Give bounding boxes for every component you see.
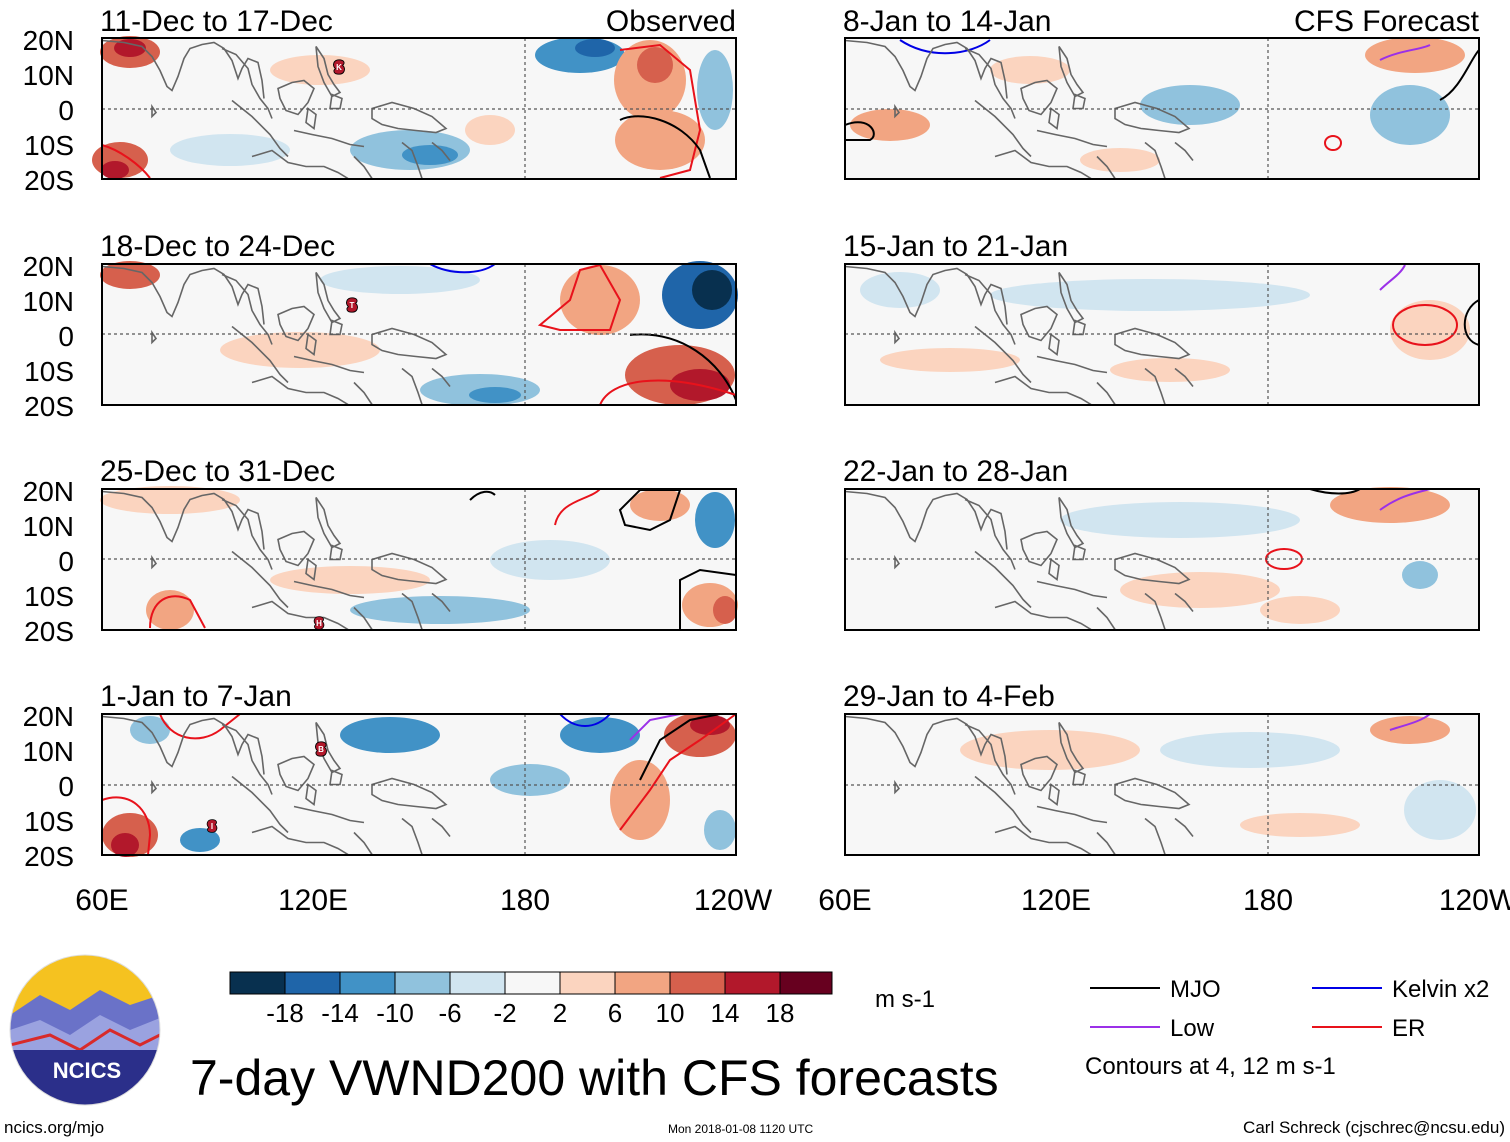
panel-right-1 [844, 37, 1480, 180]
figure-title: 7-day VWND200 with CFS forecasts [190, 1050, 999, 1106]
cyclone-letter: K [336, 63, 342, 72]
cyclone-letter: T [350, 301, 355, 310]
lat-label: 10N [23, 511, 74, 542]
panel-left-4-period: 1-Jan to 7-Jan [100, 680, 292, 713]
lat-label: 20S [24, 616, 74, 647]
legend-er-label: ER [1392, 1015, 1425, 1042]
latitude-axis: 20N 10N 0 10S 20S 20N 10N 0 10S 20S 20N … [23, 25, 74, 872]
lat-label: 0 [58, 321, 74, 352]
lat-label: 0 [58, 95, 74, 126]
lat-label: 20N [23, 25, 74, 56]
panel-right-2-period: 15-Jan to 21-Jan [843, 230, 1068, 263]
panel-left-3-period: 25-Dec to 31-Dec [100, 455, 335, 488]
ncics-logo: NCICS [9, 954, 161, 1106]
panel-right-2 [844, 263, 1480, 406]
lon-label: 60E [75, 884, 128, 917]
longitude-axis: 60E 120E 180 120W 60E 120E 180 120W [75, 884, 1510, 917]
panel-right-1-tag: CFS Forecast [1294, 5, 1480, 38]
colorbar-tick: -10 [376, 998, 414, 1028]
colorbar: -18 -14 -10 -6 -2 2 6 10 14 18 m s-1 [229, 971, 935, 1028]
lat-label: 20N [23, 251, 74, 282]
footer-author: Carl Schreck (cjschrec@ncsu.edu) [1243, 1118, 1505, 1137]
logo-text: NCICS [53, 1058, 121, 1083]
colorbar-tick: -6 [438, 998, 461, 1028]
cyclone-letter: B [318, 745, 324, 754]
lat-label: 10N [23, 286, 74, 317]
colorbar-tick: 18 [766, 998, 795, 1028]
colorbar-tick: -18 [266, 998, 304, 1028]
panel-right-3-period: 22-Jan to 28-Jan [843, 455, 1068, 488]
colorbar-tick: -2 [493, 998, 516, 1028]
colorbar-tick: 10 [656, 998, 685, 1028]
colorbar-tick: 2 [553, 998, 567, 1028]
lon-label: 60E [818, 884, 871, 917]
legend-mjo-label: MJO [1170, 976, 1221, 1003]
lat-label: 10N [23, 736, 74, 767]
legend-low-label: Low [1170, 1015, 1215, 1042]
panel-left-4 [101, 713, 737, 857]
lat-label: 20N [23, 476, 74, 507]
lon-label: 180 [1243, 884, 1293, 917]
lat-label: 0 [58, 546, 74, 577]
footer-timestamp: Mon 2018-01-08 1120 UTC [668, 1122, 814, 1136]
panel-left-2 [100, 261, 738, 406]
panel-left-1 [92, 36, 737, 180]
lon-label: 120E [1021, 884, 1091, 917]
lon-label: 120E [278, 884, 348, 917]
legend-note: Contours at 4, 12 m s-1 [1085, 1053, 1336, 1080]
legend: MJO Kelvin x2 Low ER Contours at 4, 12 m… [1085, 976, 1489, 1080]
lat-label: 10N [23, 60, 74, 91]
cyclone-letter: I [211, 822, 213, 831]
lat-label: 10S [24, 356, 74, 387]
lat-label: 10S [24, 581, 74, 612]
panel-left-2-period: 18-Dec to 24-Dec [100, 230, 335, 263]
lon-label: 120W [1439, 884, 1510, 917]
panel-right-4-period: 29-Jan to 4-Feb [843, 680, 1055, 713]
panel-left-1-period: 11-Dec to 17-Dec [100, 5, 333, 38]
lon-label: 180 [500, 884, 550, 917]
lat-label: 0 [58, 771, 74, 802]
colorbar-tick: 6 [608, 998, 622, 1028]
lat-label: 20N [23, 701, 74, 732]
lat-label: 20S [24, 165, 74, 196]
lat-label: 20S [24, 391, 74, 422]
lat-label: 20S [24, 841, 74, 872]
panel-left-1-tag: Observed [606, 5, 736, 38]
panel-right-1-period: 8-Jan to 14-Jan [843, 5, 1051, 38]
lat-label: 10S [24, 806, 74, 837]
lat-label: 10S [24, 130, 74, 161]
panel-right-3 [844, 487, 1480, 631]
footer-url: ncics.org/mjo [4, 1118, 104, 1137]
legend-kelvin-label: Kelvin x2 [1392, 976, 1489, 1003]
cyclone-letters: K T H B I [211, 63, 355, 831]
panel-left-3 [100, 486, 738, 631]
panel-right-4 [844, 713, 1480, 856]
lon-label: 120W [694, 884, 773, 917]
colorbar-unit: m s-1 [875, 986, 935, 1013]
colorbar-tick: 14 [711, 998, 740, 1028]
cyclone-letter: H [316, 619, 322, 628]
colorbar-tick: -14 [321, 998, 359, 1028]
